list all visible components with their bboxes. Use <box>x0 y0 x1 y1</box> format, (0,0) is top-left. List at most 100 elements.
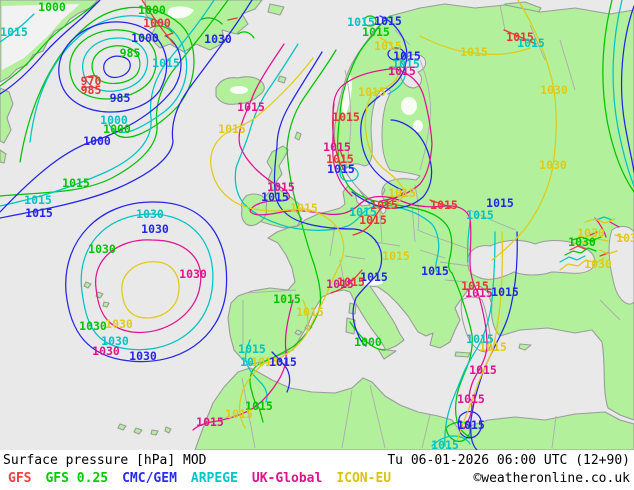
isobar-label: 1015 <box>517 36 545 50</box>
caspian-sea <box>608 225 634 305</box>
isobars-icon-eu <box>121 0 626 442</box>
isobar-label: 1000 <box>38 0 66 14</box>
isobar-label: 1015 <box>430 198 458 212</box>
isobar-label: 1030 <box>79 319 107 333</box>
isobar-label: 1015 <box>296 305 324 319</box>
isobar-label: 1000 <box>83 134 111 148</box>
isobar-label: 1015 <box>327 162 355 176</box>
isobar-label: 1015 <box>218 122 246 136</box>
inner-seas <box>344 54 634 353</box>
isobar-label: 1000 <box>100 113 128 127</box>
isobar-label: 1030 <box>141 222 169 236</box>
ireland <box>240 193 268 227</box>
isobar-label: 1015 <box>388 64 416 78</box>
isobar-label: 1015 <box>290 201 318 215</box>
isobar-label: 1000 <box>354 335 382 349</box>
isobar-label: 1015 <box>461 279 489 293</box>
isobar-label: 1015 <box>323 140 351 154</box>
legend-model: GFS 0.25 <box>45 471 109 486</box>
isobar-label: 1015 <box>238 342 266 356</box>
isobar-label: 1015 <box>469 363 497 377</box>
isobar-label: 1030 <box>136 207 164 221</box>
isobar-label: 985 <box>81 83 102 97</box>
isobar-label: 1030 <box>101 334 129 348</box>
isobar-label: 10 <box>240 355 254 369</box>
isobar-label: 1030 <box>105 317 133 331</box>
isobar-label: 1030 <box>540 83 568 97</box>
isobar-label: 1015 <box>460 45 488 59</box>
isobar-label: 1015 <box>237 100 265 114</box>
isobar-label: 1015 <box>421 264 449 278</box>
isobar-label: 1015 <box>486 196 514 210</box>
greenland-coast-strip <box>0 87 14 144</box>
isobar-label: 1015 <box>457 392 485 406</box>
isobar-label: 1015 <box>245 399 273 413</box>
legend-model: ARPEGE <box>190 471 238 486</box>
isobar-label: 1015 <box>360 270 388 284</box>
isobar-label: 1015 <box>457 418 485 432</box>
isobar-label: 1030 <box>92 344 120 358</box>
legend-model: UK-Global <box>251 471 323 486</box>
mainland-europe <box>227 3 634 421</box>
isobar-label: 1015 <box>225 407 253 421</box>
sicily <box>377 348 397 360</box>
isobar-label: 1015 <box>0 25 28 39</box>
isobar-label: 1015 <box>269 355 297 369</box>
isobar-label: 1000 <box>131 31 159 45</box>
baltic-sea <box>344 88 421 215</box>
isobar-label: 1030 <box>616 231 634 245</box>
isobar-label: 1015 <box>24 193 52 207</box>
isobar-label: 1015 <box>358 85 386 99</box>
isobar-label: 1015 <box>374 14 402 28</box>
isobar-label: 1000 <box>143 16 171 30</box>
isobar-label: 1030 <box>204 32 232 46</box>
isobar-label: 970 <box>81 74 102 88</box>
copyright: ©weatheronline.co.uk <box>473 471 630 486</box>
isobar-label: 1015 <box>431 438 459 450</box>
isobars-uk-global <box>95 43 620 431</box>
isobar-label: 1015 <box>332 110 360 124</box>
isobar-label: 1015 <box>267 180 295 194</box>
cyprus <box>518 343 532 351</box>
legend-model: CMC/GEM <box>122 471 177 486</box>
isobar-label: 1015 <box>326 152 354 166</box>
isobar-label: 1030 <box>129 349 157 363</box>
isobars-arpege <box>0 0 634 447</box>
isobar-label: 1015 <box>465 286 493 300</box>
isobars-gfs <box>81 0 609 294</box>
isobar-label: 1015 <box>388 186 416 200</box>
map-datetime: Tu 06-01-2026 06:00 UTC (12+90) <box>387 453 630 468</box>
isobar-label: 1030 <box>577 226 605 240</box>
isobar-label: 1015 <box>506 30 534 44</box>
isobar-label: 1000 <box>138 3 166 17</box>
isobars-gfs025 <box>0 0 634 442</box>
isobar-label: 1015 <box>479 340 507 354</box>
isobar-label: 1015 <box>347 15 375 29</box>
country-borders <box>241 4 621 449</box>
isobar-label: 1015 <box>251 355 279 369</box>
isobar-label: 985 <box>120 46 141 60</box>
isobar-label: 1015 <box>374 39 402 53</box>
isobar-label: 1015 <box>359 213 387 227</box>
isobar-label: 1030 <box>179 267 207 281</box>
isobar-label: 1030 <box>568 235 596 249</box>
legend-model: ICON-EU <box>336 471 392 486</box>
aegean-sea <box>460 296 492 353</box>
surface-pressure-map: 1015 1000 1000 1000 1030 1000 985 1015 970 985 985… <box>0 0 634 450</box>
isobar-label: 1030 <box>88 242 116 256</box>
isobar-label: 985 <box>110 91 131 105</box>
crete <box>454 351 471 358</box>
map-title: Surface pressure [hPa] MOD <box>3 453 207 468</box>
isobar-label: 1015 <box>349 205 377 219</box>
isobar-label: 1030 <box>539 158 567 172</box>
model-legend: GFS GFS 0.25 CMC/GEM ARPEGE UK-Global ICON-EU <box>8 471 405 486</box>
isobar-label: 1030 <box>584 257 612 271</box>
isobar-label: 1015 <box>491 285 519 299</box>
landmasses <box>0 0 634 450</box>
isobar-label: 1015 <box>25 206 53 220</box>
footer: Surface pressure [hPa] MOD Tu 06-01-2026… <box>0 450 634 490</box>
isobar-label: 1015 <box>62 176 90 190</box>
isobar-label: 1015 <box>466 332 494 346</box>
